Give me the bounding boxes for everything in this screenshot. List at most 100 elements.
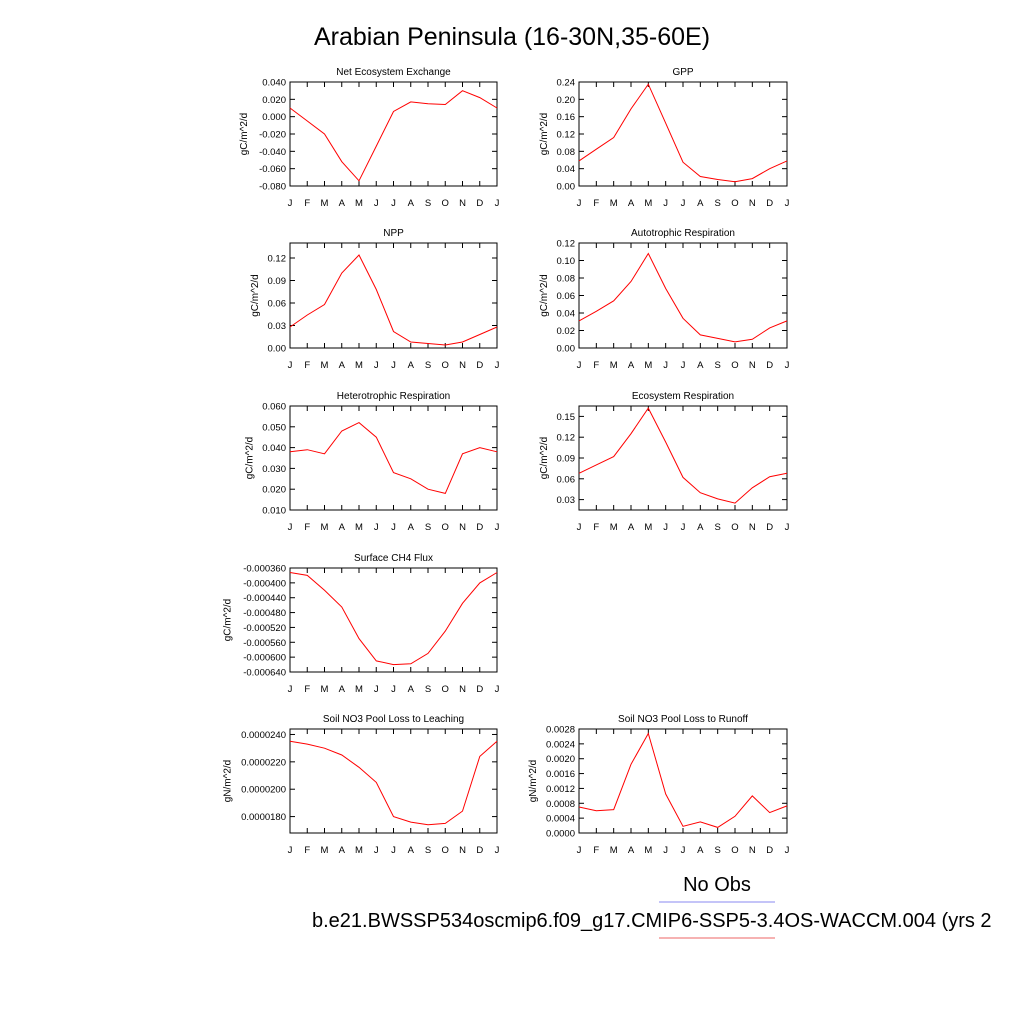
x-tick-label: N <box>749 360 756 371</box>
y-tick-label: 0.08 <box>557 274 576 285</box>
y-tick-label: 0.040 <box>262 78 286 89</box>
x-tick-label: J <box>391 522 396 533</box>
x-tick-label: J <box>374 360 379 371</box>
x-tick-label: S <box>425 360 431 371</box>
y-tick-label: 0.0012 <box>546 784 575 795</box>
panel-frame <box>289 405 498 511</box>
x-tick-label: O <box>731 845 738 856</box>
y-tick-label: -0.020 <box>259 130 286 141</box>
y-tick-label: 0.00 <box>557 182 576 193</box>
x-tick-label: J <box>663 198 668 209</box>
x-tick-label: J <box>785 522 790 533</box>
x-tick-label: J <box>577 845 582 856</box>
panel-title: Surface CH4 Flux <box>354 553 433 564</box>
panel-title: NPP <box>383 228 404 239</box>
x-tick-label: J <box>663 360 668 371</box>
x-tick-label: J <box>495 360 500 371</box>
x-tick-label: A <box>339 684 346 695</box>
y-tick-label: -0.000440 <box>243 593 286 604</box>
x-tick-label: A <box>408 684 415 695</box>
x-tick-label: J <box>374 198 379 209</box>
x-tick-label: N <box>459 360 466 371</box>
y-axis-label: gC/m^2/d <box>245 437 256 480</box>
panel-title: GPP <box>672 67 693 78</box>
x-tick-label: A <box>697 845 704 856</box>
y-tick-label: 0.0028 <box>546 725 575 736</box>
y-tick-label: 0.040 <box>262 443 286 454</box>
x-tick-label: F <box>593 198 599 209</box>
x-tick-label: J <box>681 845 686 856</box>
x-tick-label: J <box>374 684 379 695</box>
y-tick-label: 0.09 <box>268 276 287 287</box>
y-axis-label: gC/m^2/d <box>539 113 550 156</box>
x-tick-label: M <box>321 845 329 856</box>
y-tick-label: 0.12 <box>557 239 576 250</box>
y-tick-label: 0.02 <box>557 326 576 337</box>
x-tick-label: M <box>644 198 652 209</box>
legend-obs-label: No Obs <box>683 874 751 896</box>
y-tick-label: 0.0020 <box>546 754 575 765</box>
x-tick-label: M <box>355 198 363 209</box>
x-tick-label: N <box>459 684 466 695</box>
x-tick-label: A <box>628 198 635 209</box>
panel-frame <box>289 567 498 673</box>
x-tick-label: S <box>425 522 431 533</box>
panel-frame <box>289 242 498 349</box>
panel-title: Autotrophic Respiration <box>631 228 735 239</box>
x-tick-label: J <box>663 522 668 533</box>
x-tick-label: S <box>714 522 720 533</box>
x-tick-label: D <box>766 198 773 209</box>
y-tick-label: 0.00 <box>268 344 287 355</box>
x-tick-label: N <box>459 198 466 209</box>
y-tick-label: 0.050 <box>262 422 286 433</box>
x-tick-label: M <box>355 845 363 856</box>
x-tick-label: D <box>766 522 773 533</box>
y-tick-label: -0.000640 <box>243 668 286 679</box>
x-tick-label: D <box>476 522 483 533</box>
x-tick-label: J <box>288 684 293 695</box>
x-tick-label: J <box>785 845 790 856</box>
y-tick-label: -0.000600 <box>243 653 286 664</box>
x-tick-label: F <box>304 522 310 533</box>
y-tick-label: 0.12 <box>557 130 576 141</box>
legend: No Obs b.e21.BWSSP534oscmip6.f09_g17.CMI… <box>312 874 992 939</box>
x-tick-label: J <box>288 522 293 533</box>
x-tick-label: F <box>593 522 599 533</box>
y-tick-label: -0.040 <box>259 147 286 158</box>
y-tick-label: 0.030 <box>262 464 286 475</box>
y-axis-label: gC/m^2/d <box>539 437 550 480</box>
y-axis-label: gC/m^2/d <box>239 113 250 156</box>
series-line <box>578 407 788 504</box>
panel-frame <box>578 728 788 834</box>
panel-title: Net Ecosystem Exchange <box>336 67 451 78</box>
panel-title: Heterotrophic Respiration <box>337 391 450 402</box>
y-tick-label: 0.0000200 <box>241 785 286 796</box>
panel-frame <box>289 728 498 834</box>
x-tick-label: D <box>766 360 773 371</box>
x-tick-label: M <box>355 522 363 533</box>
x-tick-label: A <box>408 522 415 533</box>
series-line <box>578 252 788 343</box>
x-tick-label: O <box>731 360 738 371</box>
y-tick-label: 0.24 <box>557 78 576 89</box>
panel-title: Soil NO3 Pool Loss to Runoff <box>618 714 748 725</box>
y-axis-label: gC/m^2/d <box>539 274 550 317</box>
series-line <box>289 254 498 346</box>
y-tick-label: 0.04 <box>557 164 576 175</box>
x-tick-label: J <box>495 845 500 856</box>
y-tick-label: 0.0008 <box>546 799 575 810</box>
y-tick-label: 0.060 <box>262 402 286 413</box>
y-tick-label: 0.12 <box>557 433 576 444</box>
x-tick-label: A <box>339 522 346 533</box>
x-tick-label: M <box>644 360 652 371</box>
y-tick-label: 0.03 <box>557 495 576 506</box>
figure-title: Arabian Peninsula (16-30N,35-60E) <box>314 23 710 51</box>
series-line <box>289 90 498 182</box>
x-tick-label: D <box>476 198 483 209</box>
x-tick-label: D <box>476 684 483 695</box>
x-tick-label: A <box>697 360 704 371</box>
